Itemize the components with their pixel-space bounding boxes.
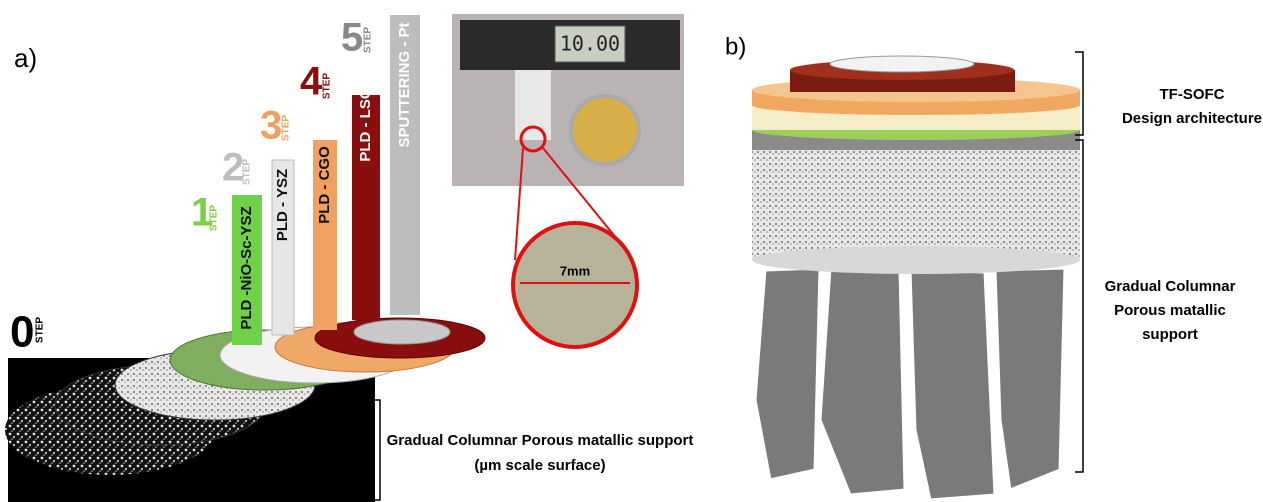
porous-body — [752, 140, 1080, 260]
disc — [354, 320, 450, 344]
display-reading: 10.00 — [560, 32, 620, 56]
layer-bars: PLD -NiO-Sc-YSZ PLD - YSZ PLD - CGO PLD … — [232, 15, 420, 345]
zoom-circle — [513, 223, 637, 347]
layer — [830, 56, 974, 72]
annotation: (µm scale surface) — [474, 457, 605, 474]
panel-label: b) — [725, 33, 746, 60]
panel-label: a) — [14, 43, 37, 73]
porous-body-base — [752, 246, 1080, 274]
step-word: STEP — [322, 73, 333, 99]
annotation: Gradual Columnar Porous matallic support — [387, 432, 694, 449]
step-word: STEP — [209, 205, 220, 231]
step-word: STEP — [242, 159, 253, 185]
figure: a) PLD -NiO-Sc-YSZ PLD - YSZ PLD - CGO P… — [0, 0, 1263, 502]
annotation: Design architecture — [1122, 110, 1262, 127]
layer-label: PLD - CGO — [316, 146, 333, 224]
layer-label: PLD - LSC — [357, 88, 374, 161]
porous-stack — [5, 318, 485, 502]
caliper-photo: 10.00 7mm — [452, 14, 684, 347]
annotation: support — [1142, 326, 1198, 343]
annotation: TF-SOFC — [1160, 86, 1225, 103]
layer-label: PLD -NiO-Sc-YSZ — [238, 206, 255, 329]
cell-model — [752, 56, 1080, 500]
step-number: 5 — [341, 16, 363, 60]
step-number: 3 — [260, 104, 282, 148]
step-word: STEP — [363, 27, 374, 53]
step-word: STEP — [281, 115, 292, 141]
columns — [755, 268, 1065, 500]
layer-label: SPUTTERING - Pt — [396, 22, 413, 147]
scale-label: 7mm — [560, 263, 590, 278]
layer-label: PLD - YSZ — [274, 169, 291, 241]
annotation: Gradual Columnar — [1105, 278, 1236, 295]
step-word: STEP — [35, 317, 46, 343]
annotation: Porous matallic — [1114, 302, 1226, 319]
step-number: 0 — [10, 308, 34, 357]
sample-tube — [515, 70, 551, 140]
step-number: 4 — [300, 60, 323, 104]
coin — [571, 96, 639, 164]
